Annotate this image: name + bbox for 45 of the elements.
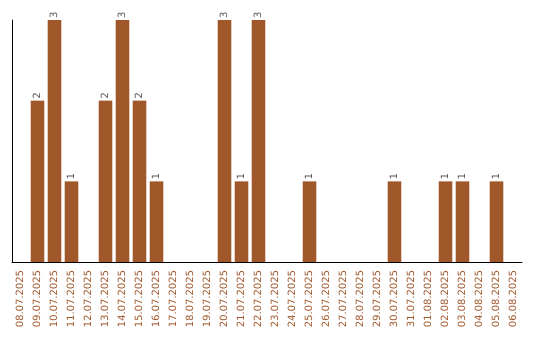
x-tick-label: 04.08.2025 (474, 270, 485, 328)
x-tick-label: 25.07.2025 (304, 270, 315, 328)
data-label: 3 (253, 12, 264, 18)
x-tick-label: 17.07.2025 (168, 270, 179, 328)
data-label: 2 (32, 92, 43, 99)
data-label: 3 (219, 12, 230, 18)
x-tick-label: 18.07.2025 (185, 270, 196, 328)
x-tick-label: 03.08.2025 (457, 270, 468, 328)
x-tick-label: 01.08.2025 (423, 270, 434, 328)
data-label: 1 (151, 172, 162, 180)
data-label: 3 (49, 12, 60, 18)
x-tick-label: 21.07.2025 (236, 270, 247, 328)
data-label: 2 (100, 92, 111, 99)
x-tick-label: 31.07.2025 (406, 270, 417, 328)
data-label: 1 (457, 172, 468, 180)
data-label: 1 (236, 172, 247, 180)
x-tick-label: 28.07.2025 (355, 270, 366, 328)
x-tick-label: 23.07.2025 (270, 270, 281, 328)
x-tick-label: 15.07.2025 (134, 270, 145, 328)
data-label: 3 (117, 12, 128, 18)
x-tick-label: 10.07.2025 (49, 270, 60, 328)
x-tick-label: 20.07.2025 (219, 270, 230, 328)
x-tick-label: 12.07.2025 (83, 270, 94, 328)
x-tick-label: 22.07.2025 (253, 270, 264, 328)
x-tick-label: 14.07.2025 (117, 270, 128, 328)
x-tick-label: 29.07.2025 (372, 270, 383, 328)
x-tick-label: 26.07.2025 (321, 270, 332, 328)
x-tick-label: 11.07.2025 (66, 270, 77, 328)
x-tick-label: 02.08.2025 (440, 270, 451, 328)
data-label: 1 (491, 172, 502, 180)
data-label: 1 (66, 172, 77, 180)
x-tick-label: 19.07.2025 (202, 270, 213, 328)
data-label: 1 (304, 172, 315, 180)
x-tick-label: 13.07.2025 (100, 270, 111, 328)
x-tick-label: 08.07.2025 (15, 270, 26, 328)
x-tick-label: 05.08.2025 (491, 270, 502, 328)
data-label: 1 (389, 172, 400, 180)
x-tick-label: 24.07.2025 (287, 270, 298, 328)
data-label: 2 (134, 92, 145, 99)
x-tick-label: 16.07.2025 (151, 270, 162, 328)
data-label: 1 (440, 172, 451, 180)
x-tick-label: 27.07.2025 (338, 270, 349, 328)
x-tick-label: 06.08.2025 (508, 270, 519, 328)
x-tick-label: 30.07.2025 (389, 270, 400, 328)
x-tick-label: 09.07.2025 (32, 270, 43, 328)
